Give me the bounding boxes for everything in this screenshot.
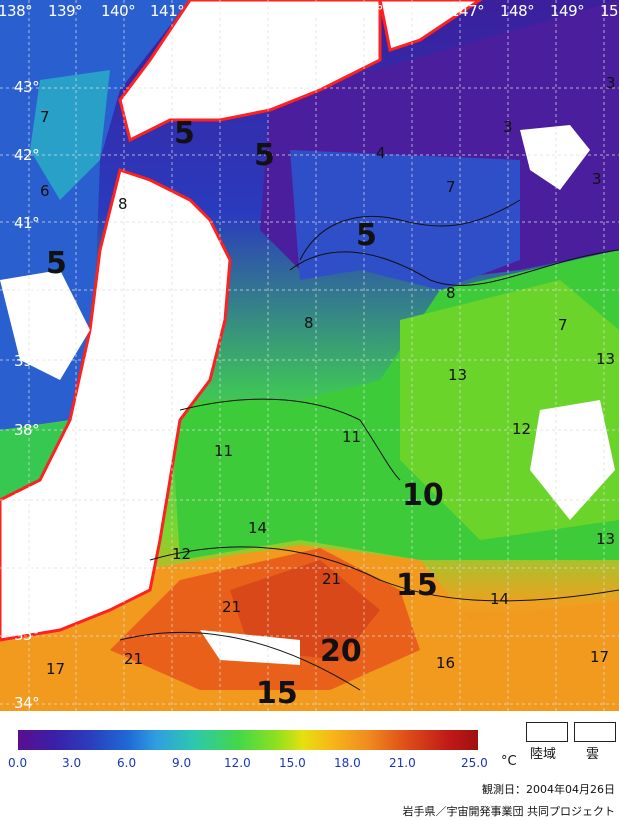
latitude-label: 43° bbox=[14, 78, 40, 96]
isotherm-label: 7 bbox=[40, 108, 50, 126]
isotherm-label: 5 bbox=[46, 246, 67, 281]
isotherm-label: 13 bbox=[596, 350, 616, 368]
latitude-label: 42° bbox=[14, 146, 40, 164]
cloud-patch bbox=[530, 400, 615, 520]
scale-tick-label: 0.0 bbox=[8, 756, 28, 770]
isotherm-label: 21 bbox=[124, 650, 144, 668]
land-legend-label: 陸域 bbox=[530, 747, 557, 762]
isotherm-label: 4 bbox=[376, 144, 386, 162]
cloud-patch bbox=[200, 630, 300, 665]
isotherm-label: 3 bbox=[606, 74, 616, 92]
isotherm-label: 5 bbox=[254, 138, 275, 173]
latitude-label: 34° bbox=[14, 694, 40, 712]
isotherm-label: 21 bbox=[222, 598, 242, 616]
scale-tick-label: 6.0 bbox=[117, 756, 137, 770]
cloud-patch bbox=[0, 270, 90, 380]
scale-tick-label: 21.0 bbox=[389, 756, 416, 770]
isotherm-label: 13 bbox=[596, 530, 616, 548]
longitude-label: 139° bbox=[48, 2, 83, 20]
sea-surface-temperature-map bbox=[0, 0, 619, 711]
latitude-label: 37° bbox=[14, 490, 40, 508]
latitude-label: 38° bbox=[14, 421, 40, 439]
isotherm-label: 15 bbox=[256, 676, 298, 711]
longitude-label: 143° bbox=[250, 2, 285, 20]
isotherm-label: 14 bbox=[490, 590, 510, 608]
scale-tick-label: 15.0 bbox=[279, 756, 306, 770]
honshu-land bbox=[0, 168, 232, 642]
graticule bbox=[0, 0, 619, 711]
isotherm-label: 8 bbox=[304, 314, 314, 332]
land-legend-swatch bbox=[526, 722, 568, 742]
longitude-label: 140° bbox=[101, 2, 136, 20]
isotherm-label: 5 bbox=[356, 218, 377, 253]
longitude-label: 142° bbox=[200, 2, 235, 20]
cloud-patch bbox=[520, 125, 590, 190]
kuril-land bbox=[378, 0, 483, 52]
isotherm-label: 12 bbox=[172, 545, 192, 563]
latitude-label: 40° bbox=[14, 283, 40, 301]
isotherm-label: 7 bbox=[558, 316, 568, 334]
longitude-label: 149° bbox=[550, 2, 585, 20]
credit-line: 岩手県／宇宙開発事業団 共同プロジェクト bbox=[402, 805, 616, 818]
longitude-label: 148° bbox=[500, 2, 535, 20]
latitude-label: 41° bbox=[14, 214, 40, 232]
isotherm-label: 10 bbox=[402, 478, 444, 513]
scale-tick-label: 3.0 bbox=[62, 756, 82, 770]
kuroshio-hot bbox=[230, 560, 380, 660]
isotherm-label: 12 bbox=[512, 420, 532, 438]
isotherm-label: 3 bbox=[592, 170, 602, 188]
observation-date: 観測日：2004年04月26日 bbox=[482, 783, 615, 796]
isotherm-label: 8 bbox=[446, 284, 456, 302]
cool-blue-region bbox=[290, 150, 520, 290]
scale-tick-label: 18.0 bbox=[334, 756, 361, 770]
cloud-legend-label: 雲 bbox=[586, 747, 600, 762]
isotherm-lines bbox=[119, 199, 619, 691]
latitude-label: 36° bbox=[14, 558, 40, 576]
longitude-label: 145° bbox=[349, 2, 384, 20]
longitude-label: 144° bbox=[300, 2, 335, 20]
sea-of-japan-teal bbox=[30, 70, 110, 200]
isotherm-label: 11 bbox=[214, 442, 234, 460]
temperature-color-scale bbox=[18, 730, 478, 750]
isotherm-label: 14 bbox=[248, 519, 268, 537]
isotherm-label: 16 bbox=[436, 654, 456, 672]
latitude-label: 39° bbox=[14, 352, 40, 370]
isotherm-label: 7 bbox=[446, 178, 456, 196]
scale-tick-label: 12.0 bbox=[224, 756, 251, 770]
longitude-label: 146° bbox=[400, 2, 435, 20]
longitude-label: 147° bbox=[450, 2, 485, 20]
scale-tick-label: 9.0 bbox=[172, 756, 192, 770]
longitude-label: 141° bbox=[150, 2, 185, 20]
isotherm-label: 17 bbox=[46, 660, 66, 678]
isotherm-label: 3 bbox=[503, 118, 513, 136]
isotherm-label: 6 bbox=[40, 182, 50, 200]
isotherm-label: 5 bbox=[174, 116, 195, 151]
isotherm-label: 21 bbox=[322, 570, 342, 588]
latitude-label: 35° bbox=[14, 626, 40, 644]
scale-unit: °C bbox=[501, 754, 517, 769]
cloud-legend-swatch bbox=[574, 722, 616, 742]
longitude-label: 138° bbox=[0, 2, 33, 20]
isotherm-label: 13 bbox=[448, 366, 468, 384]
isotherm-label: 11 bbox=[342, 428, 362, 446]
longitude-label: 15 bbox=[600, 2, 619, 20]
isotherm-label: 17 bbox=[590, 648, 610, 666]
isotherm-label: 15 bbox=[396, 568, 438, 603]
scale-tick-label: 25.0 bbox=[461, 756, 488, 770]
isotherm-label: 8 bbox=[118, 195, 128, 213]
isotherm-label: 20 bbox=[320, 634, 362, 669]
